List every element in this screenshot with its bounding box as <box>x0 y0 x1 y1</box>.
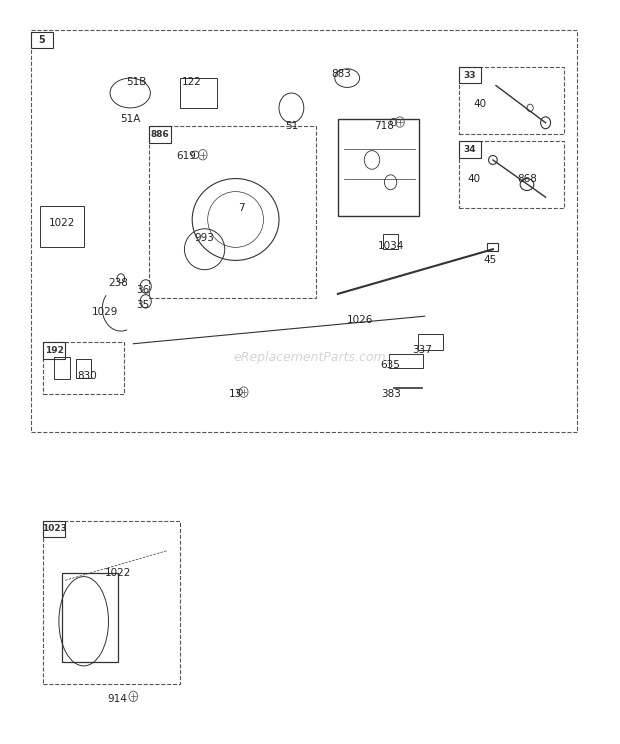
Text: 51: 51 <box>285 121 298 132</box>
Bar <box>338 119 419 216</box>
Text: 1034: 1034 <box>378 240 404 251</box>
Text: 1022: 1022 <box>49 218 75 228</box>
Text: 122: 122 <box>182 77 202 87</box>
Text: 238: 238 <box>108 278 128 288</box>
Text: 33: 33 <box>463 71 476 80</box>
Text: 993: 993 <box>195 233 215 243</box>
Text: 51A: 51A <box>120 114 140 124</box>
Text: 886: 886 <box>150 130 169 139</box>
Text: eReplacementParts.com: eReplacementParts.com <box>234 350 386 364</box>
Text: 1022: 1022 <box>105 568 131 578</box>
Text: 40: 40 <box>467 173 481 184</box>
Bar <box>76 359 92 378</box>
Bar <box>180 78 217 108</box>
Text: 914: 914 <box>108 694 128 705</box>
Text: 1026: 1026 <box>347 315 373 325</box>
Bar <box>62 573 118 662</box>
Bar <box>418 334 443 350</box>
Bar <box>487 243 498 251</box>
Bar <box>55 357 70 379</box>
Text: 51B: 51B <box>126 77 146 87</box>
Text: 337: 337 <box>412 344 432 355</box>
Text: 383: 383 <box>381 389 401 400</box>
Text: 5: 5 <box>38 35 45 45</box>
Text: 36: 36 <box>136 285 149 295</box>
Text: 40: 40 <box>474 99 487 109</box>
Text: 619: 619 <box>176 151 196 161</box>
Text: 1023: 1023 <box>42 525 67 533</box>
Text: 45: 45 <box>483 255 497 266</box>
Text: 35: 35 <box>136 300 149 310</box>
Bar <box>383 234 399 249</box>
Text: 192: 192 <box>45 346 64 355</box>
Text: 34: 34 <box>463 145 476 154</box>
Text: 883: 883 <box>331 69 351 80</box>
Text: 13: 13 <box>229 389 242 400</box>
Text: 1029: 1029 <box>92 307 118 318</box>
Bar <box>40 206 84 248</box>
Text: 868: 868 <box>517 173 537 184</box>
Text: 7: 7 <box>239 203 245 214</box>
Text: 718: 718 <box>374 121 394 132</box>
Bar <box>389 354 423 368</box>
Text: 635: 635 <box>381 359 401 370</box>
Text: 830: 830 <box>77 371 97 381</box>
